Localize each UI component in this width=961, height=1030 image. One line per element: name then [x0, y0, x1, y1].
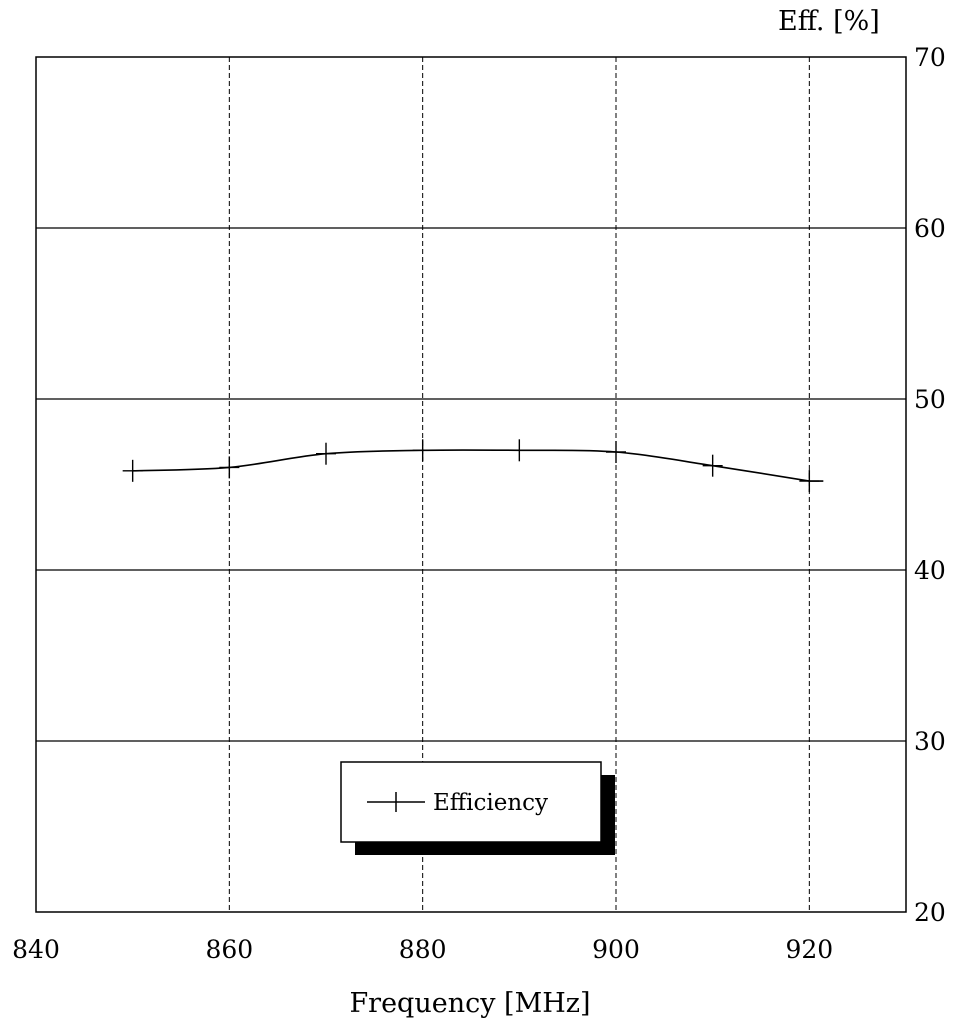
- x-tick-label-900: 900: [592, 935, 640, 964]
- legend-label-efficiency: Efficiency: [433, 790, 548, 816]
- legend: Efficiency: [340, 761, 615, 855]
- y-tick-label-60: 60: [914, 214, 946, 243]
- y-axis-label: Eff. [%]: [778, 6, 880, 37]
- data-point-890: [509, 439, 530, 462]
- x-axis-label: Frequency [MHz]: [349, 988, 590, 1019]
- data-point-860: [219, 456, 240, 479]
- data-point-880: [412, 439, 433, 462]
- y-tick-label-70: 70: [914, 43, 946, 72]
- data-point-910: [702, 454, 723, 477]
- y-tick-label-30: 30: [914, 727, 946, 756]
- data-point-900: [606, 441, 626, 464]
- data-point-920: [799, 470, 820, 493]
- series-layer: [122, 439, 824, 493]
- y-tick-label-50: 50: [914, 385, 946, 414]
- y-tick-label-40: 40: [914, 556, 946, 585]
- x-tick-label-840: 840: [12, 935, 60, 964]
- y-tick-label-20: 20: [914, 898, 946, 927]
- tick-labels: 840 860 880 900 920 70 60 50 40 30 20: [12, 43, 946, 964]
- x-tick-label-880: 880: [399, 935, 447, 964]
- data-point-850: [122, 459, 143, 482]
- data-point-870: [316, 442, 336, 465]
- x-tick-label-860: 860: [205, 935, 253, 964]
- x-tick-label-920: 920: [785, 935, 833, 964]
